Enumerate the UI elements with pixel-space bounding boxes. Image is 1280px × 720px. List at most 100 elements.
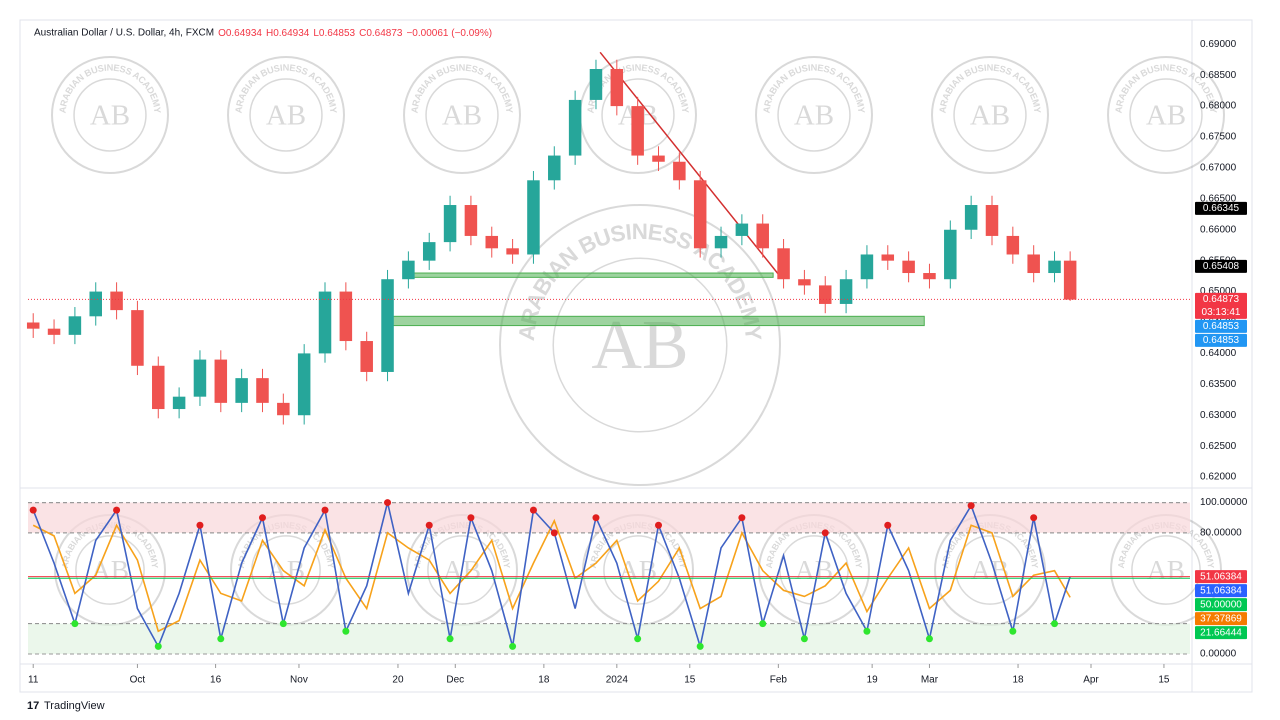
x-tick-label: 18 xyxy=(1012,675,1024,686)
candle-body xyxy=(464,205,478,236)
watermark-ring xyxy=(777,78,851,152)
candle-body xyxy=(214,359,228,403)
price-label: 0.64853 xyxy=(1203,335,1240,346)
candle-body xyxy=(89,291,102,317)
oversold-dot xyxy=(509,642,517,650)
candle-body xyxy=(881,254,895,261)
overbought-dot xyxy=(821,529,829,537)
x-tick-label: 11 xyxy=(28,675,39,686)
oversold-dot xyxy=(279,620,287,628)
price-label-box xyxy=(1195,201,1247,215)
candle-body xyxy=(235,378,248,403)
ohlc-value: H0.64934 xyxy=(266,28,310,39)
y-tick-label: 0.68000 xyxy=(1200,101,1237,112)
oversold-dot xyxy=(217,635,225,643)
watermark-ring xyxy=(75,535,145,605)
watermark-ring xyxy=(603,535,673,605)
brand-logo: 17 xyxy=(27,700,39,712)
candle-body xyxy=(360,341,373,372)
oversold-dot xyxy=(1051,620,1059,628)
watermark-ring xyxy=(227,56,345,174)
price-label-box xyxy=(1195,333,1247,347)
y-tick-label: 0.63000 xyxy=(1200,410,1237,421)
overbought-dot xyxy=(425,521,433,529)
x-tick-label: 19 xyxy=(867,675,879,686)
y-tick-label: 0.66500 xyxy=(1200,193,1237,204)
oscillator-line xyxy=(32,518,1071,633)
overbought-dot xyxy=(29,506,37,514)
candle-body xyxy=(318,291,332,354)
y-tick-label: 0.62500 xyxy=(1200,441,1237,452)
candle-body xyxy=(777,248,790,280)
y-tick-label: 0.62000 xyxy=(1200,472,1237,483)
watermark-ring xyxy=(427,535,497,605)
price-label-box xyxy=(1195,319,1247,333)
oversold-dot xyxy=(71,620,79,628)
watermark-ring xyxy=(953,78,1027,152)
overbought-dot xyxy=(738,514,746,522)
candle-body xyxy=(631,106,644,156)
candle-body xyxy=(110,291,123,311)
watermark-ring xyxy=(425,78,499,152)
x-tick-label: Oct xyxy=(130,675,146,686)
overbought-dot xyxy=(113,506,121,514)
price-label: 51.06384 xyxy=(1200,571,1242,582)
candle-body xyxy=(193,359,207,397)
oversold-dot xyxy=(154,642,162,650)
candle-body xyxy=(26,322,40,329)
ohlc-legend: O0.64934 H0.64934 L0.64853 C0.64873 −0.00061… xyxy=(218,28,492,39)
candle-body xyxy=(735,223,749,236)
candle-body xyxy=(985,205,999,236)
watermark-ring xyxy=(73,78,147,152)
candle-body xyxy=(839,279,853,304)
candle-body xyxy=(818,285,832,304)
footer-brand: TradingView xyxy=(44,700,105,712)
y-tick-label: 80.00000 xyxy=(1200,527,1242,538)
oversold-dot xyxy=(696,642,704,650)
candle-body xyxy=(964,205,978,230)
chart-title: Australian Dollar / U.S. Dollar, 4h, FXC… xyxy=(34,28,214,39)
ohlc-value: C0.64873 xyxy=(359,28,403,39)
plot: 0.620000.625000.630000.635000.640000.645… xyxy=(26,39,1248,686)
watermark-logo: AB xyxy=(1147,554,1185,585)
ohlc-value: O0.64934 xyxy=(218,28,262,39)
y-tick-label: 0.00000 xyxy=(1200,649,1237,660)
watermark-logo: AB xyxy=(91,554,129,585)
candle-body xyxy=(568,99,582,156)
y-tick-label: 0.69000 xyxy=(1200,39,1237,50)
candle-body xyxy=(944,229,957,280)
price-label-box xyxy=(1195,626,1247,640)
watermark-ring xyxy=(51,56,169,174)
price-label: 50.00000 xyxy=(1200,599,1242,610)
y-tick-label: 0.65000 xyxy=(1200,286,1237,297)
candle-body xyxy=(527,180,540,255)
price-label: 0.64853 xyxy=(1203,321,1240,332)
candle-body xyxy=(152,365,165,410)
overbought-dot xyxy=(529,506,537,514)
candle-body xyxy=(422,242,436,261)
level-band xyxy=(28,623,1190,654)
candle-body xyxy=(652,155,665,162)
oversold-dot xyxy=(1009,627,1017,635)
candle-body xyxy=(923,273,936,280)
price-label-box xyxy=(1195,584,1247,598)
candle-body xyxy=(47,328,61,335)
watermark-ring xyxy=(931,56,1049,174)
y-tick-label: 0.67500 xyxy=(1200,132,1237,143)
price-label: 0.66345 xyxy=(1203,203,1240,214)
price-label: 37.37869 xyxy=(1200,613,1242,624)
x-tick-label: Dec xyxy=(446,675,464,686)
x-tick-label: Apr xyxy=(1083,675,1099,686)
overbought-dot xyxy=(384,499,392,507)
countdown: 03:13:41 xyxy=(1202,307,1241,318)
y-tick-label: 0.68500 xyxy=(1200,70,1237,81)
watermark-ring xyxy=(1129,78,1203,152)
overbought-dot xyxy=(592,514,600,522)
candle-body xyxy=(277,402,290,416)
y-tick-label: 0.67000 xyxy=(1200,163,1237,174)
price-label-box xyxy=(1195,259,1247,273)
candle-body xyxy=(402,260,415,280)
watermark-logo: AB xyxy=(90,100,130,132)
candle-body xyxy=(506,248,519,255)
